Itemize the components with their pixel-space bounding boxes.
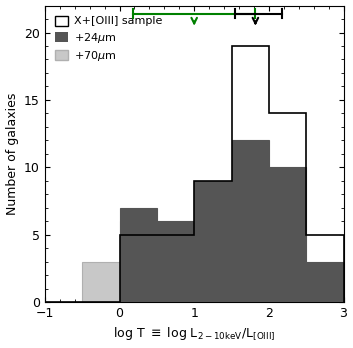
Bar: [194, 181, 232, 302]
Bar: [157, 235, 194, 302]
Bar: [269, 167, 306, 302]
Bar: [120, 208, 157, 302]
Bar: [269, 275, 306, 302]
X-axis label: log T $\equiv$ log L$_{2-10\rm keV}$/L$_{\rm [OIII]}$: log T $\equiv$ log L$_{2-10\rm keV}$/L$_…: [113, 325, 275, 342]
Bar: [232, 262, 269, 302]
Legend: X+[OIII] sample, +24$\mu$m, +70$\mu$m: X+[OIII] sample, +24$\mu$m, +70$\mu$m: [50, 11, 167, 68]
Bar: [120, 221, 157, 302]
Y-axis label: Number of galaxies: Number of galaxies: [6, 93, 19, 215]
Bar: [120, 235, 157, 302]
Bar: [232, 46, 269, 302]
Bar: [194, 181, 232, 302]
Bar: [269, 113, 306, 302]
Bar: [232, 140, 269, 302]
Bar: [194, 248, 232, 302]
Bar: [157, 221, 194, 302]
Bar: [306, 235, 343, 302]
Bar: [82, 262, 120, 302]
Bar: [157, 248, 194, 302]
Bar: [306, 262, 343, 302]
